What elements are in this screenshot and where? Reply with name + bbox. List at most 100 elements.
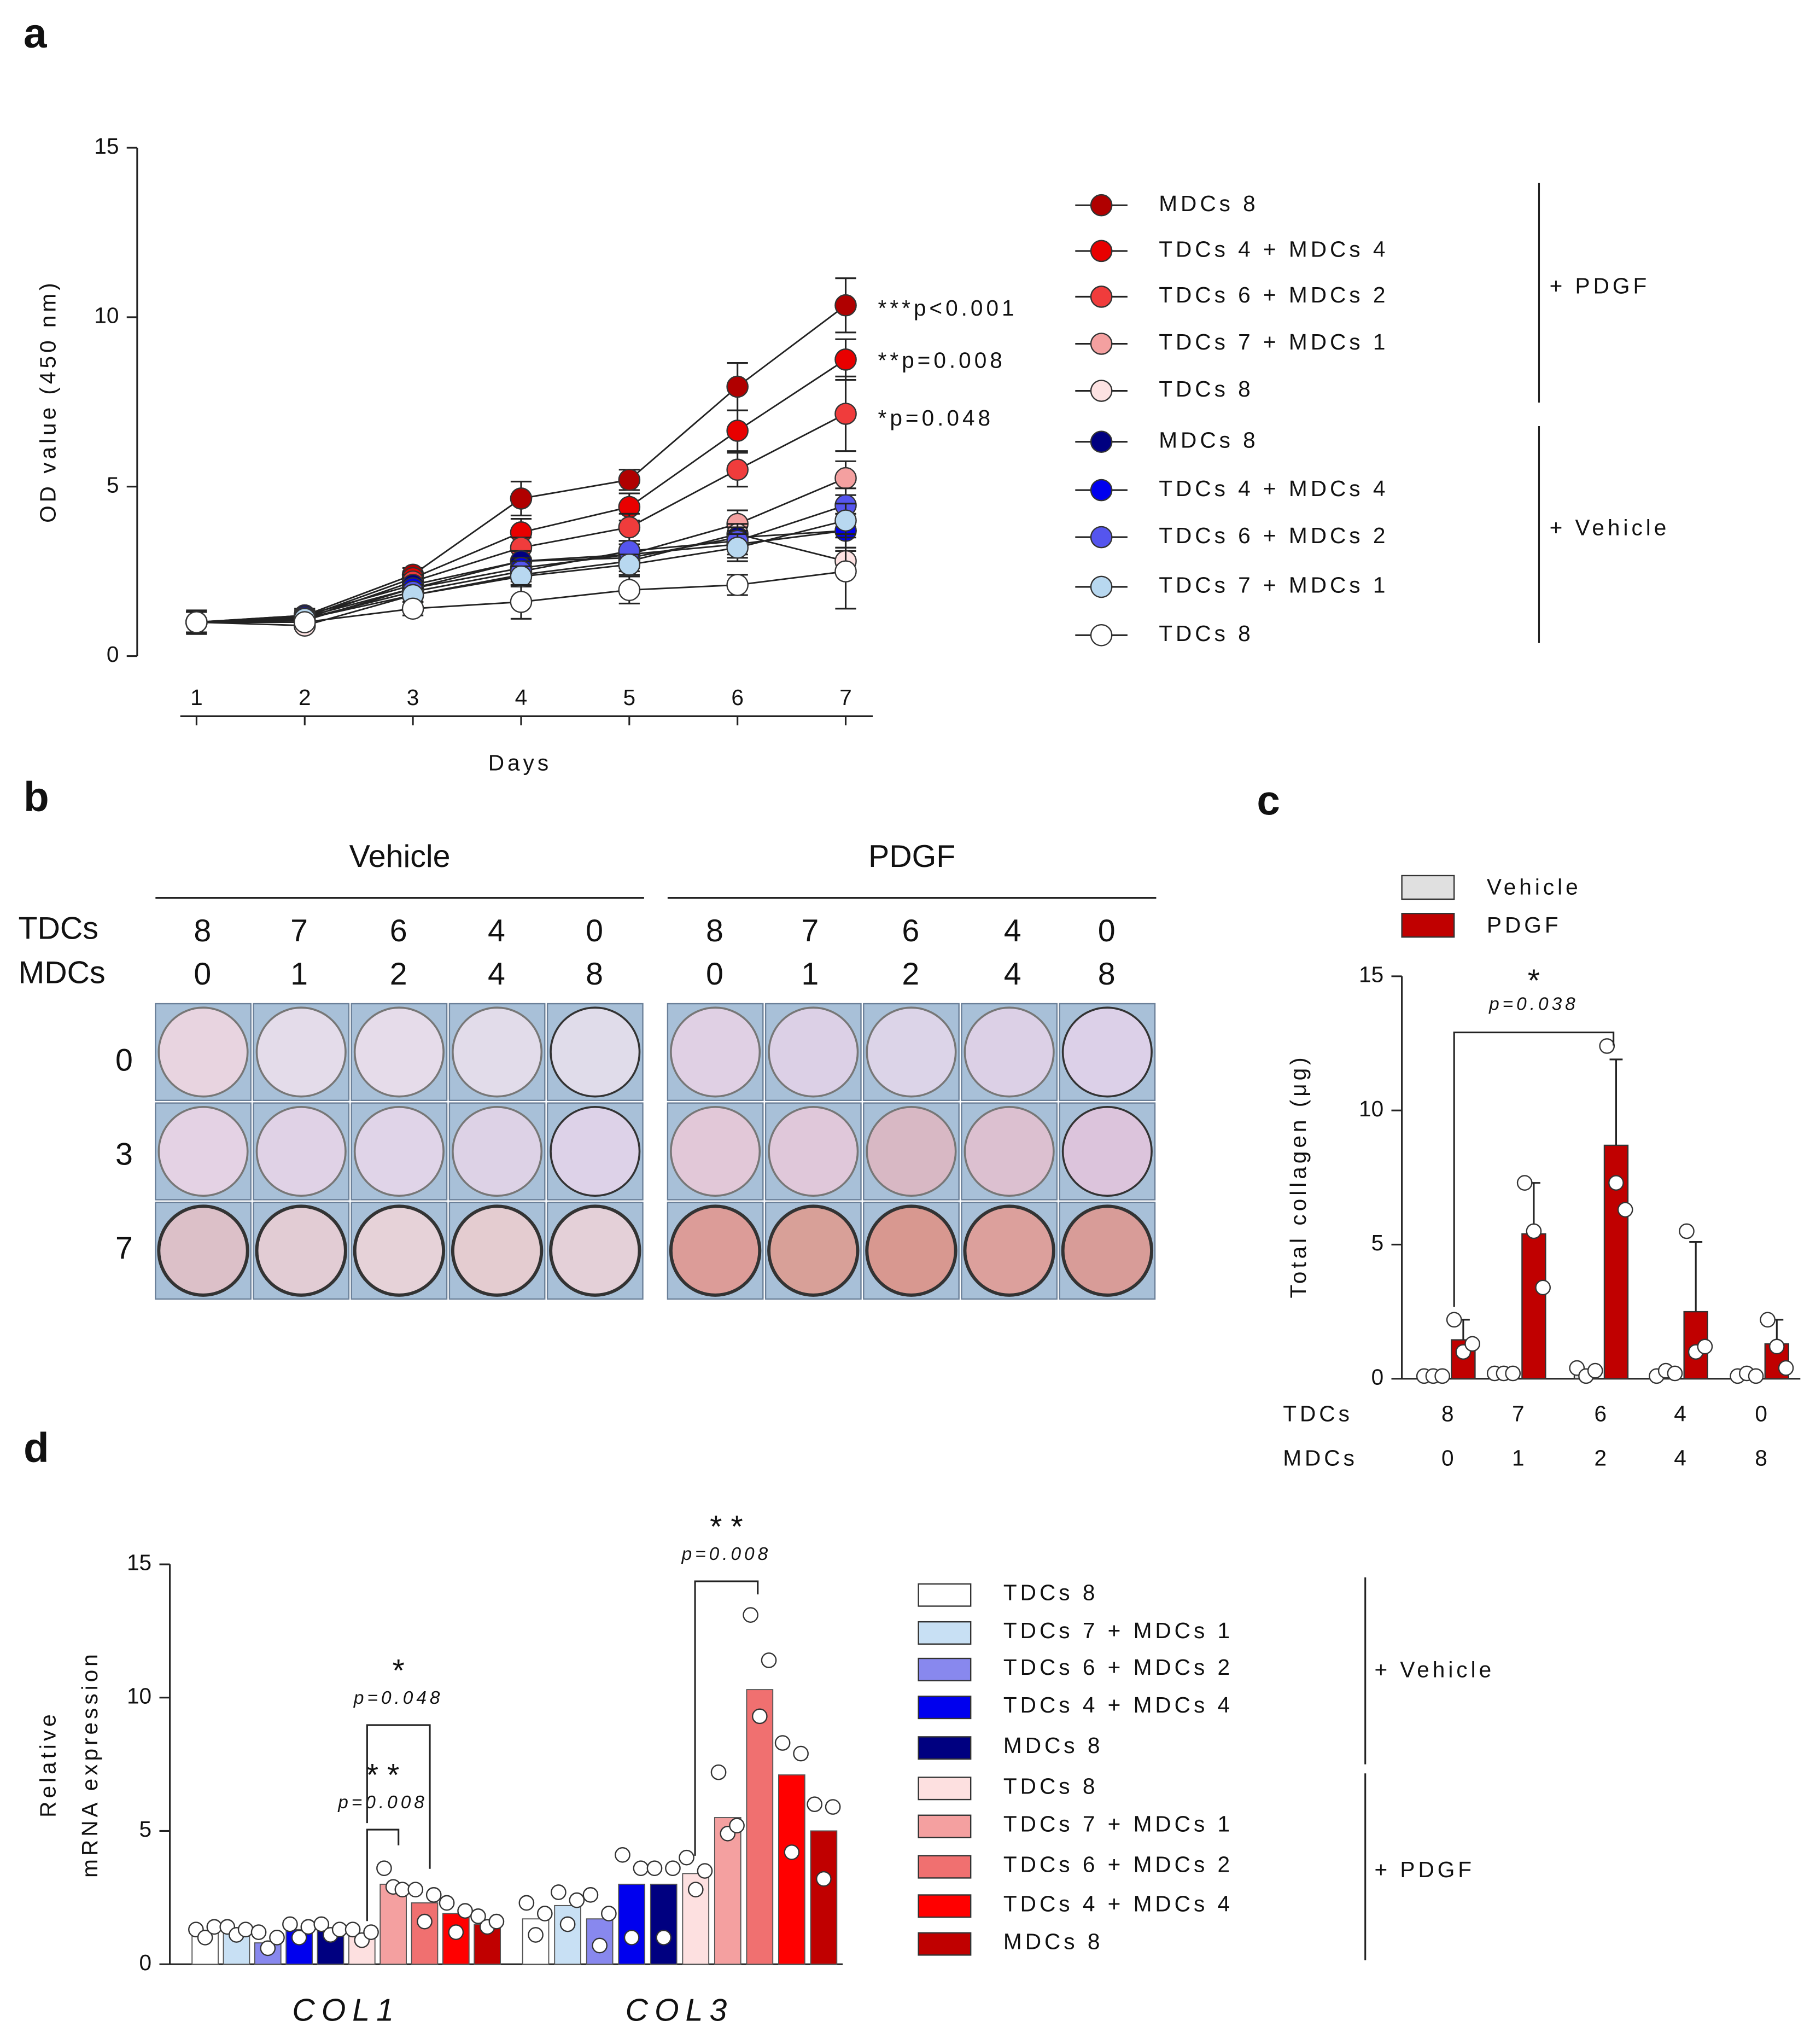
x-tick-label: 6 bbox=[1594, 1401, 1607, 1426]
annotation: ***p<0.001 bbox=[878, 295, 1018, 321]
bar bbox=[810, 1830, 838, 1965]
data-point bbox=[407, 1882, 424, 1897]
data-point bbox=[633, 1860, 649, 1876]
x-tick-label: 2 bbox=[299, 685, 311, 710]
legend-label: TDCs 4 + MDCs 4 bbox=[1003, 1692, 1233, 1717]
data-point bbox=[816, 1871, 832, 1887]
well bbox=[866, 1106, 957, 1197]
data-point bbox=[665, 1860, 681, 1876]
legend-label: TDCs 6 + MDCs 2 bbox=[1159, 523, 1388, 548]
y-tick-label: 15 bbox=[94, 133, 119, 159]
day-label: 7 bbox=[115, 1231, 133, 1266]
legend-swatch bbox=[918, 1814, 972, 1838]
y-axis-label: Total collagen (μg) bbox=[1286, 1054, 1311, 1298]
marker bbox=[726, 574, 749, 596]
well bbox=[669, 1204, 762, 1297]
data-point bbox=[1679, 1223, 1695, 1239]
well bbox=[157, 1106, 249, 1197]
legend-label: TDCs 6 + MDCs 2 bbox=[1003, 1852, 1233, 1877]
legend-label: TDCs 4 + MDCs 4 bbox=[1159, 476, 1388, 501]
marker bbox=[834, 348, 857, 371]
legend-label: TDCs 8 bbox=[1159, 376, 1253, 401]
data-point bbox=[260, 1940, 276, 1956]
condition-value: 1 bbox=[801, 957, 819, 992]
data-point bbox=[536, 1906, 553, 1921]
legend-swatch bbox=[1401, 875, 1455, 900]
legend-marker bbox=[1090, 333, 1113, 355]
x-tick-label: 8 bbox=[1755, 1446, 1767, 1471]
legend-swatch bbox=[918, 1777, 972, 1801]
legend-marker bbox=[1090, 194, 1113, 217]
y-tick-label: 0 bbox=[107, 642, 119, 667]
data-point bbox=[687, 1882, 704, 1897]
legend-label: TDCs 7 + MDCs 1 bbox=[1003, 1618, 1233, 1643]
data-point bbox=[1760, 1312, 1776, 1328]
legend-swatch bbox=[918, 1621, 972, 1645]
panel-letter: b bbox=[24, 774, 49, 820]
y-tick-label: 5 bbox=[1371, 1230, 1384, 1255]
data-point bbox=[1464, 1336, 1480, 1352]
marker bbox=[618, 579, 641, 602]
well bbox=[353, 1204, 446, 1297]
panel-letter: c bbox=[1257, 778, 1280, 824]
marker bbox=[726, 536, 749, 559]
x-tick-label: 6 bbox=[731, 685, 744, 710]
y-tick-label: 5 bbox=[107, 472, 119, 497]
x-tick-label: 0 bbox=[1441, 1446, 1454, 1471]
data-point bbox=[784, 1844, 800, 1860]
well bbox=[963, 1204, 1055, 1297]
condition-value: 4 bbox=[488, 957, 505, 992]
marker bbox=[834, 467, 857, 490]
well bbox=[255, 1106, 347, 1197]
well bbox=[670, 1106, 761, 1197]
legend-label: TDCs 7 + MDCs 1 bbox=[1003, 1812, 1233, 1837]
category-label: COL1 bbox=[292, 1993, 400, 2028]
legend-swatch bbox=[918, 1583, 972, 1607]
data-point bbox=[394, 1882, 411, 1897]
data-point bbox=[1617, 1202, 1633, 1218]
well bbox=[768, 1006, 859, 1098]
x-tick-label: 8 bbox=[1441, 1401, 1454, 1426]
x-tick-label: 3 bbox=[407, 685, 419, 710]
legend-swatch bbox=[918, 1894, 972, 1918]
legend-label: PDGF bbox=[1487, 912, 1562, 937]
legend-label: MDCs 8 bbox=[1159, 427, 1259, 452]
data-point bbox=[1587, 1362, 1603, 1379]
data-point bbox=[646, 1860, 663, 1876]
well bbox=[255, 1204, 347, 1297]
condition-value: 8 bbox=[586, 957, 603, 992]
data-point bbox=[331, 1921, 348, 1938]
well bbox=[767, 1204, 860, 1297]
data-point bbox=[656, 1930, 672, 1946]
legend-label: TDCs 7 + MDCs 1 bbox=[1159, 573, 1388, 598]
data-point bbox=[488, 1913, 505, 1930]
data-point bbox=[793, 1745, 809, 1762]
well bbox=[353, 1106, 445, 1197]
marker bbox=[618, 516, 641, 539]
condition-value: 7 bbox=[290, 913, 308, 948]
x-tick-label: 0 bbox=[1755, 1401, 1767, 1426]
legend-label: TDCs 4 + MDCs 4 bbox=[1159, 237, 1388, 262]
marker bbox=[834, 509, 857, 532]
condition-value: 0 bbox=[194, 957, 211, 992]
condition-value: 4 bbox=[488, 913, 505, 948]
y-tick-label: 15 bbox=[127, 1550, 151, 1575]
x-tick-label: 2 bbox=[1594, 1446, 1607, 1471]
data-point bbox=[615, 1847, 630, 1863]
marker bbox=[618, 469, 641, 491]
bar bbox=[650, 1883, 678, 1965]
data-point bbox=[1516, 1175, 1533, 1191]
well bbox=[1061, 1106, 1153, 1197]
legend-swatch bbox=[918, 1855, 972, 1879]
data-point bbox=[363, 1924, 379, 1940]
legend-label: TDCs 7 + MDCs 1 bbox=[1159, 329, 1388, 354]
x-tick-label: 1 bbox=[190, 685, 203, 710]
panel-letter: a bbox=[24, 10, 47, 57]
marker bbox=[510, 565, 533, 588]
data-point bbox=[518, 1895, 535, 1911]
legend-label: TDCs 8 bbox=[1003, 1580, 1098, 1605]
data-point bbox=[282, 1916, 298, 1932]
legend-group: + Vehicle bbox=[1550, 515, 1670, 540]
group-header: Vehicle bbox=[349, 839, 451, 874]
bar bbox=[522, 1918, 550, 1965]
